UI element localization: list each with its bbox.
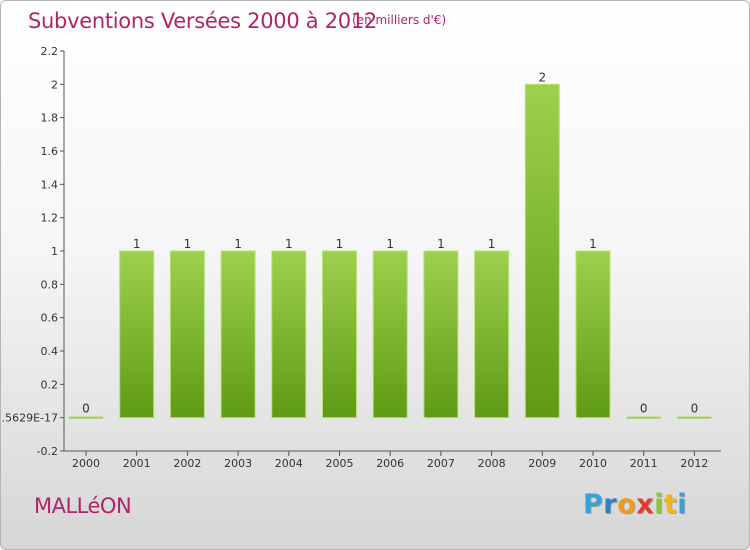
y-tick-label: 0.8 bbox=[41, 278, 59, 291]
logo-letter: t bbox=[663, 489, 678, 520]
logo-letter: i bbox=[654, 489, 664, 520]
x-tick-label: 2009 bbox=[528, 457, 556, 470]
y-tick-label: 1.8 bbox=[41, 112, 59, 125]
bar bbox=[220, 250, 256, 419]
data-label: 0 bbox=[82, 402, 90, 416]
data-label: 1 bbox=[589, 237, 597, 251]
data-label: 1 bbox=[285, 237, 293, 251]
bar bbox=[372, 250, 408, 419]
data-label: 1 bbox=[184, 237, 192, 251]
data-label: 0 bbox=[691, 402, 699, 416]
data-label: 0 bbox=[640, 402, 648, 416]
bar bbox=[119, 250, 155, 419]
data-label: 2 bbox=[538, 70, 546, 84]
y-tick-label: 1.6 bbox=[41, 145, 59, 158]
x-tick-label: 2007 bbox=[427, 457, 455, 470]
logo-letter: i bbox=[677, 489, 688, 520]
y-tick-label: 1.4 bbox=[41, 178, 59, 191]
chart-title: Subventions Versées 2000 à 2012 bbox=[28, 9, 377, 33]
x-tick-label: 2008 bbox=[478, 457, 506, 470]
x-tick-label: 2011 bbox=[630, 457, 658, 470]
bar bbox=[322, 250, 357, 419]
logo-letter: r bbox=[603, 489, 618, 520]
y-tick-label: -0.2 bbox=[37, 445, 58, 458]
y-tick-label: 0.2 bbox=[41, 378, 59, 391]
y-tick-label: 0.4 bbox=[41, 345, 59, 358]
logo-letter: o bbox=[617, 489, 637, 520]
data-label: 1 bbox=[336, 237, 344, 251]
x-tick-label: 2006 bbox=[376, 457, 404, 470]
x-tick-label: 2012 bbox=[680, 457, 708, 470]
x-tick-label: 2005 bbox=[326, 457, 354, 470]
data-label: 1 bbox=[133, 237, 141, 251]
proxiti-logo: Proxiti bbox=[583, 489, 687, 520]
x-tick-label: 2001 bbox=[123, 457, 151, 470]
data-label: 1 bbox=[488, 237, 496, 251]
bar bbox=[474, 250, 510, 419]
unit-note: (en milliers d'€) bbox=[352, 13, 447, 27]
x-tick-label: 2010 bbox=[579, 457, 607, 470]
logo-letter: P bbox=[583, 489, 604, 520]
y-tick-label: 2.2 bbox=[41, 45, 59, 58]
bar bbox=[677, 416, 712, 419]
y-tick-label: 0.6 bbox=[41, 312, 59, 325]
logo-letter: x bbox=[636, 489, 655, 520]
x-tick-label: 2002 bbox=[173, 457, 201, 470]
x-tick-label: 2003 bbox=[224, 457, 252, 470]
commune-name: MALLéON bbox=[34, 494, 132, 518]
x-tick-label: 2004 bbox=[275, 457, 303, 470]
x-tick-label: 2000 bbox=[72, 457, 100, 470]
data-label: 1 bbox=[437, 237, 445, 251]
bar bbox=[575, 250, 611, 419]
data-label: 1 bbox=[386, 237, 394, 251]
bar bbox=[423, 250, 459, 419]
bar bbox=[626, 416, 661, 419]
data-label: 1 bbox=[234, 237, 242, 251]
y-tick-label: 2 bbox=[51, 78, 58, 91]
y-tick-label: -1.5629E-17 bbox=[1, 412, 58, 425]
y-tick-label: 1.2 bbox=[41, 212, 59, 225]
y-tick-label: 1 bbox=[51, 245, 58, 258]
bar bbox=[271, 250, 307, 419]
bar bbox=[524, 83, 560, 419]
bar bbox=[169, 250, 205, 419]
bar bbox=[69, 416, 103, 419]
